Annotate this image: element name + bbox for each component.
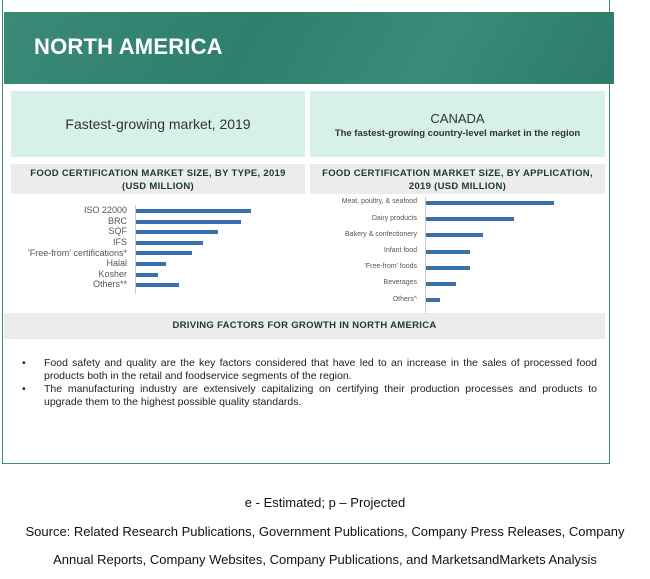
chart-axis [135, 205, 136, 294]
type-chart-title: FOOD CERTIFICATION MARKET SIZE, BY TYPE,… [11, 164, 305, 194]
bar-label: ISO 22000 [83, 205, 127, 216]
legend-note: e - Estimated; p – Projected [244, 495, 406, 510]
list-item: Food safety and quality are the key fact… [22, 357, 597, 383]
chart-axis [425, 197, 426, 315]
bar [136, 230, 218, 235]
region-banner: NORTH AMERICA [4, 12, 614, 84]
type-chart-title-line2: (USD MILLION) [122, 181, 194, 192]
bar [426, 265, 470, 270]
bar-label: Beverages [383, 279, 417, 287]
type-chart-title-line1: FOOD CERTIFICATION MARKET SIZE, BY TYPE,… [30, 168, 286, 179]
bar [136, 283, 179, 288]
bar-label: Halal [106, 258, 127, 269]
fastest-growing-country-box: CANADA The fastest-growing country-level… [310, 91, 605, 157]
bar [426, 201, 554, 205]
source-line-2: Annual Reports, Company Websites, Compan… [53, 552, 597, 567]
bar [136, 251, 192, 256]
bar-label: Infant food [383, 247, 417, 255]
bar [136, 219, 241, 224]
application-chart-title: FOOD CERTIFICATION MARKET SIZE, BY APPLI… [310, 164, 605, 194]
list-item: The manufacturing industry are extensive… [22, 383, 597, 409]
bar-label: Bakery & confectionery [345, 230, 417, 238]
bar [136, 262, 166, 266]
bar-label: IFS [112, 236, 127, 247]
bar-label: BRC [107, 215, 127, 226]
country-subtitle: The fastest-growing country-level market… [334, 128, 581, 139]
driving-factors-list: Food safety and quality are the key fact… [22, 357, 597, 409]
bar-label: Others** [92, 279, 127, 290]
source-line-1: Source: Related Research Publications, G… [25, 524, 625, 539]
country-name: CANADA [430, 111, 485, 126]
application-chart-title-line2: 2019 (USD MILLION) [408, 181, 507, 192]
bar [426, 249, 470, 254]
bar-label: 'Free-from' foods [364, 263, 417, 271]
bar [136, 209, 251, 213]
bar-label: Others^ [392, 295, 417, 303]
bar [426, 217, 514, 222]
application-chart-title-line1: FOOD CERTIFICATION MARKET SIZE, BY APPLI… [322, 168, 593, 179]
bar-label: 'Free-from' certifications* [28, 247, 127, 258]
bar [136, 272, 158, 277]
bar-label: Meat, poultry, & seafood [341, 198, 417, 206]
infographic-frame [2, 0, 610, 464]
driving-factors-heading: DRIVING FACTORS FOR GROWTH IN NORTH AMER… [4, 313, 605, 339]
bar [426, 282, 456, 286]
bar-label: Dairy products [371, 214, 417, 222]
bar [136, 240, 203, 245]
fastest-growing-label: Fastest-growing market, 2019 [11, 91, 305, 157]
bar [426, 233, 483, 238]
bar [426, 298, 440, 303]
bar-label: SQF [108, 226, 127, 237]
bar-label: Kosher [98, 268, 127, 279]
region-title: NORTH AMERICA [34, 34, 223, 59]
